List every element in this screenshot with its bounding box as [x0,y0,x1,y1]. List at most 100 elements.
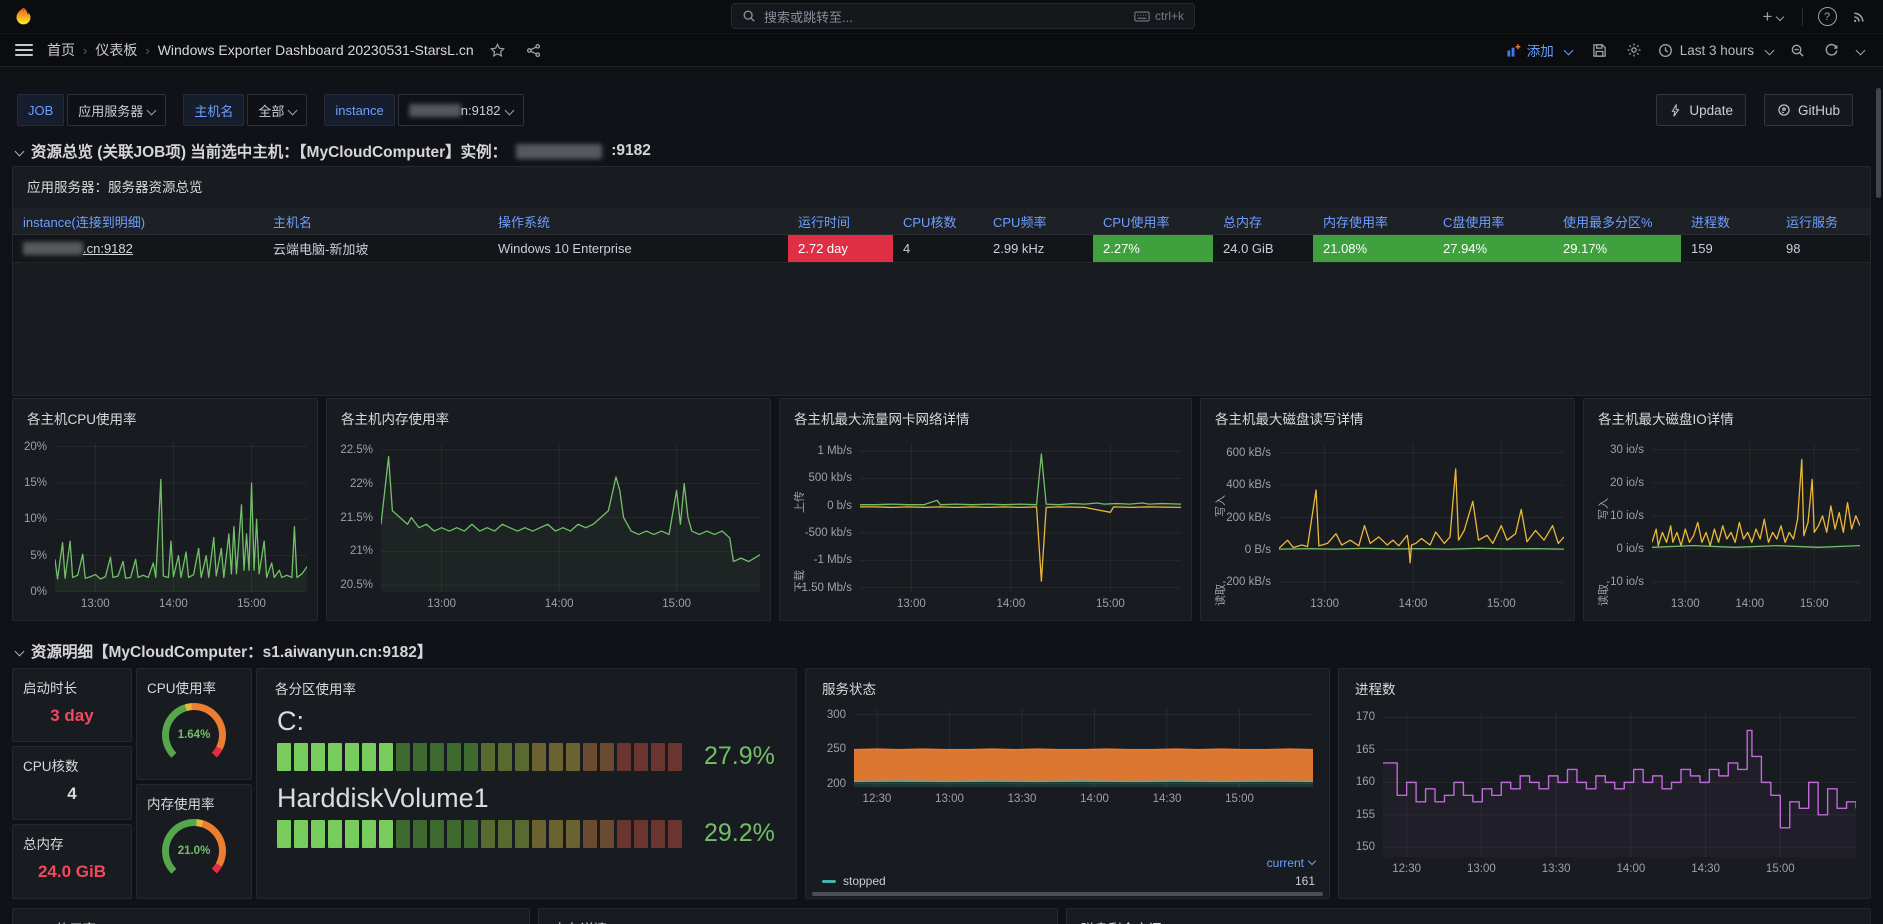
row-header-overview[interactable]: 资源总览 (关联JOB项) 当前选中主机：【MyCloudComputer】实例… [16,140,651,162]
panel-title[interactable]: 服务状态 [806,669,1329,698]
y-axis-tick-label: 15% [24,477,47,489]
breadcrumb-dashboards[interactable]: 仪表板 [95,40,137,60]
panel-title[interactable]: CPU使用率 [137,669,251,697]
y-axis-title: 下载 [791,566,807,596]
panel-title[interactable]: 进程数 [1339,669,1870,698]
chart-plot-area[interactable] [381,443,760,592]
time-range-picker[interactable]: Last 3 hours [1654,43,1777,58]
update-button[interactable]: Update [1656,94,1746,126]
save-icon[interactable] [1586,37,1614,63]
panel-disk-free-space: 磁盘剩余空间 [1066,908,1871,924]
search-input[interactable]: 搜索或跳转至... ctrl+k [731,3,1195,29]
chart-plot-area[interactable] [1383,711,1856,857]
panel-title[interactable]: CPU使用率 [13,909,529,924]
refresh-interval-dropdown[interactable] [1851,37,1869,63]
panel-title[interactable]: 总内存 [13,825,131,853]
settings-gear-icon[interactable] [1620,37,1648,63]
var-hostname-dropdown[interactable]: 全部 [247,94,307,126]
add-panel-button[interactable]: 添加 [1506,40,1572,60]
chart-plot-area[interactable] [55,443,307,592]
panel-title[interactable]: 各主机最大流量网卡网络详情 [780,399,1191,432]
partition-bar-gauge [277,820,682,848]
table-cell: 98 [1776,235,1861,262]
total-memory-value: 24.0 GiB [13,862,131,882]
y-axis-tick-label: -200 kB/s [1222,576,1271,588]
news-rss-icon[interactable] [1845,4,1873,30]
share-icon[interactable] [520,37,548,63]
table-column-header[interactable]: CPU核数 [893,212,983,231]
keyboard-icon [1134,11,1150,22]
panel-service-status: 服务状态 30025020012:3013:0013:3014:0014:301… [805,668,1330,899]
table-cell: 2.72 day [788,235,893,262]
table-column-header[interactable]: 运行服务 [1776,212,1861,231]
y-axis-tick-label: -1 Mb/s [814,554,852,566]
panel-title[interactable]: 各主机最大磁盘读写详情 [1201,399,1574,432]
github-button[interactable]: GitHub [1764,94,1853,126]
table-column-header[interactable]: CPU频率 [983,212,1093,231]
table-column-header[interactable]: 进程数 [1681,212,1776,231]
var-instance-dropdown[interactable]: n:9182 [398,94,524,126]
panel-title[interactable]: 磁盘剩余空间 [1067,909,1870,924]
legend-row-stopped[interactable]: stopped 161 [822,874,1315,888]
partition-bar-gauge [277,743,682,771]
help-icon[interactable]: ? [1813,4,1841,30]
x-axis-tick-label: 15:00 [662,598,691,610]
add-label: 添加 [1527,40,1554,60]
table-column-header[interactable]: instance(连接到明细) [13,212,263,231]
table-column-header[interactable]: C盘使用率 [1433,212,1553,231]
panel-mem-gauge: 内存使用率 21.0% [136,784,252,899]
y-axis-tick-label: 200 kB/s [1226,512,1271,524]
menu-icon[interactable] [15,44,33,56]
divider [1802,8,1803,26]
star-icon[interactable] [484,37,512,63]
clock-icon [1658,43,1673,58]
table-cell: 2.99 kHz [983,235,1093,262]
y-axis-tick-label: -500 kb/s [805,527,852,539]
table-column-header[interactable]: 总内存 [1213,212,1313,231]
x-axis-tick-label: 15:00 [237,598,266,610]
cpu-usage-value: 1.64% [162,729,226,741]
table-column-header[interactable]: CPU使用率 [1093,212,1213,231]
x-axis-tick-label: 13:00 [897,598,926,610]
breadcrumb-home[interactable]: 首页 [47,40,75,60]
masked-text [409,104,461,117]
grafana-logo-icon[interactable] [13,6,34,27]
panel-title[interactable]: 内存详情 [539,909,1057,924]
panel-title[interactable]: 各主机最大磁盘IO详情 [1584,399,1870,432]
y-axis-tick-label: 300 [827,709,846,721]
panel-title[interactable]: 启动时长 [13,669,131,697]
table-cell: 159 [1681,235,1776,262]
page-scrollbar[interactable] [1876,88,1881,198]
row-header-overview-suffix: :9182 [611,142,651,160]
panel-title[interactable]: 各主机CPU使用率 [13,399,317,432]
panel-disk-rw-hosts: 各主机最大磁盘读写详情 600 kB/s400 kB/s200 kB/s0 B/… [1200,398,1575,621]
table-data-row: .cn:9182云端电脑-新加坡Windows 10 Enterprise2.7… [13,235,1870,263]
table-column-header[interactable]: 主机名 [263,212,488,231]
legend-scrollbar[interactable] [812,892,1323,896]
panel-title[interactable]: 各分区使用率 [257,669,796,698]
panel-title[interactable]: 内存使用率 [137,785,251,813]
panel-title[interactable]: 各主机内存使用率 [327,399,770,432]
legend-sort-current[interactable]: current [822,856,1315,870]
x-axis-tick-label: 14:30 [1153,793,1182,805]
table-column-header[interactable]: 运行时间 [788,212,893,231]
table-column-header[interactable]: 使用最多分区% [1553,212,1681,231]
table-column-header[interactable]: 操作系统 [488,212,788,231]
cpu-cores-value: 4 [13,784,131,804]
zoom-out-icon[interactable] [1783,37,1811,63]
chevron-down-icon [1776,12,1784,20]
var-job-dropdown[interactable]: 应用服务器 [67,94,166,126]
table-cell[interactable]: .cn:9182 [13,235,263,262]
panel-title[interactable]: CPU核数 [13,747,131,775]
chart-plot-area[interactable] [1279,443,1564,592]
y-axis-tick-label: 30 io/s [1610,444,1644,456]
chart-plot-area[interactable] [1652,443,1860,592]
new-button[interactable]: + [1754,4,1792,30]
chart-plot-area[interactable] [854,709,1313,787]
dashboard-nav-bar: 首页 › 仪表板 › Windows Exporter Dashboard 20… [0,34,1883,67]
chart-plot-area[interactable] [860,443,1181,592]
panel-title[interactable]: 应用服务器：服务器资源总览 [13,167,1870,200]
refresh-icon[interactable] [1817,37,1845,63]
row-header-detail[interactable]: 资源明细【MyCloudComputer：s1.aiwanyun.cn:9182… [16,640,432,662]
table-column-header[interactable]: 内存使用率 [1313,212,1433,231]
